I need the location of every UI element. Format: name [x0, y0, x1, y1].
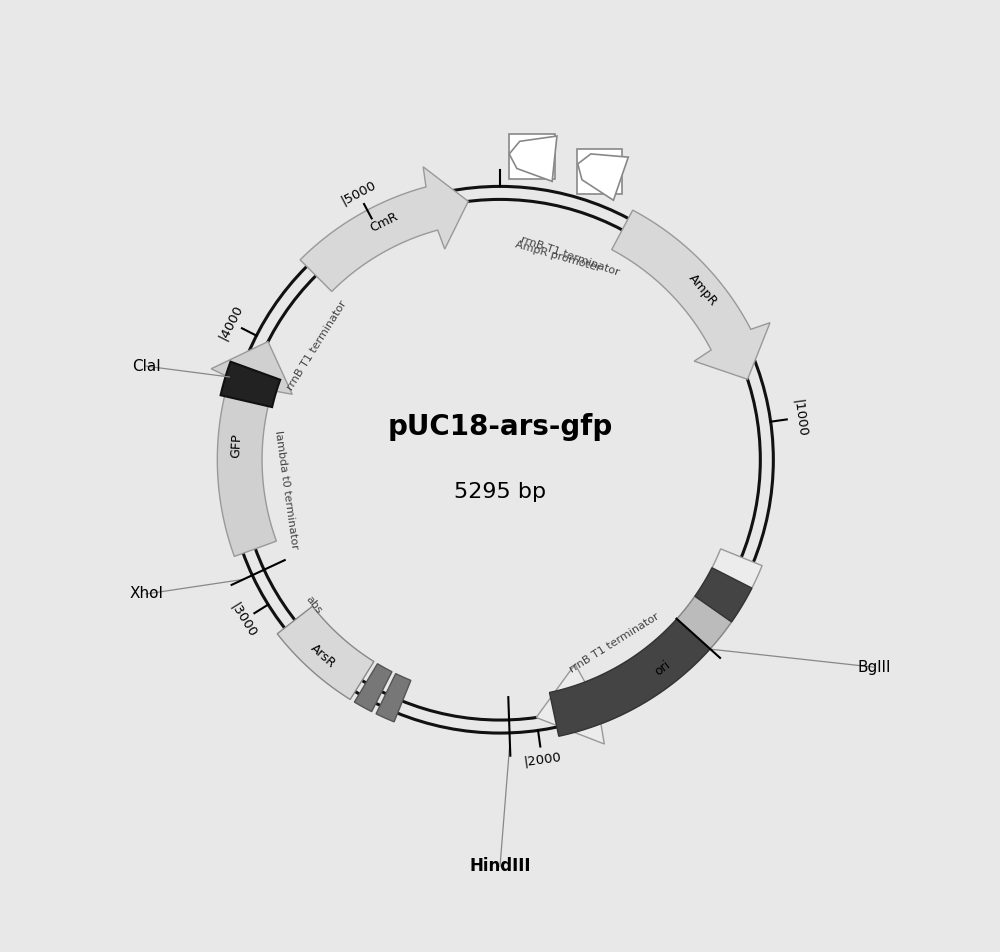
- Polygon shape: [612, 210, 770, 379]
- Text: abs: abs: [304, 594, 324, 616]
- Text: |2000: |2000: [522, 750, 562, 768]
- Polygon shape: [536, 549, 762, 744]
- Polygon shape: [211, 342, 292, 556]
- Text: AmpR promoter: AmpR promoter: [514, 239, 602, 273]
- Text: rrnB T1 terminator: rrnB T1 terminator: [285, 299, 349, 392]
- Polygon shape: [509, 136, 557, 182]
- Text: lambda t0 terminator: lambda t0 terminator: [273, 429, 300, 549]
- Polygon shape: [549, 619, 710, 736]
- Text: BglII: BglII: [857, 660, 891, 675]
- Text: AmpR: AmpR: [686, 271, 719, 308]
- Text: GFP: GFP: [229, 433, 243, 459]
- Polygon shape: [277, 606, 374, 700]
- Text: ori: ori: [652, 658, 673, 678]
- Text: rrnB T1 terminator: rrnB T1 terminator: [520, 234, 621, 277]
- Polygon shape: [354, 664, 392, 711]
- Text: rrnB T1 terminator: rrnB T1 terminator: [568, 611, 661, 674]
- Text: ArsR: ArsR: [308, 642, 338, 671]
- Polygon shape: [509, 133, 555, 179]
- Text: HindIII: HindIII: [469, 858, 531, 876]
- Polygon shape: [695, 567, 752, 622]
- Polygon shape: [376, 674, 411, 722]
- Text: |4000: |4000: [216, 303, 245, 342]
- Polygon shape: [677, 596, 732, 649]
- Text: pUC18-ars-gfp: pUC18-ars-gfp: [387, 413, 613, 441]
- Text: ClaI: ClaI: [132, 359, 160, 374]
- Polygon shape: [300, 167, 468, 291]
- Polygon shape: [578, 154, 628, 200]
- Text: CmR: CmR: [368, 209, 400, 234]
- Polygon shape: [577, 149, 622, 194]
- Text: |1000: |1000: [791, 398, 809, 437]
- Text: |5000: |5000: [338, 178, 378, 208]
- Text: |3000: |3000: [228, 601, 259, 640]
- Text: 5295 bp: 5295 bp: [454, 483, 546, 503]
- Polygon shape: [221, 362, 280, 407]
- Text: XhoI: XhoI: [129, 586, 163, 602]
